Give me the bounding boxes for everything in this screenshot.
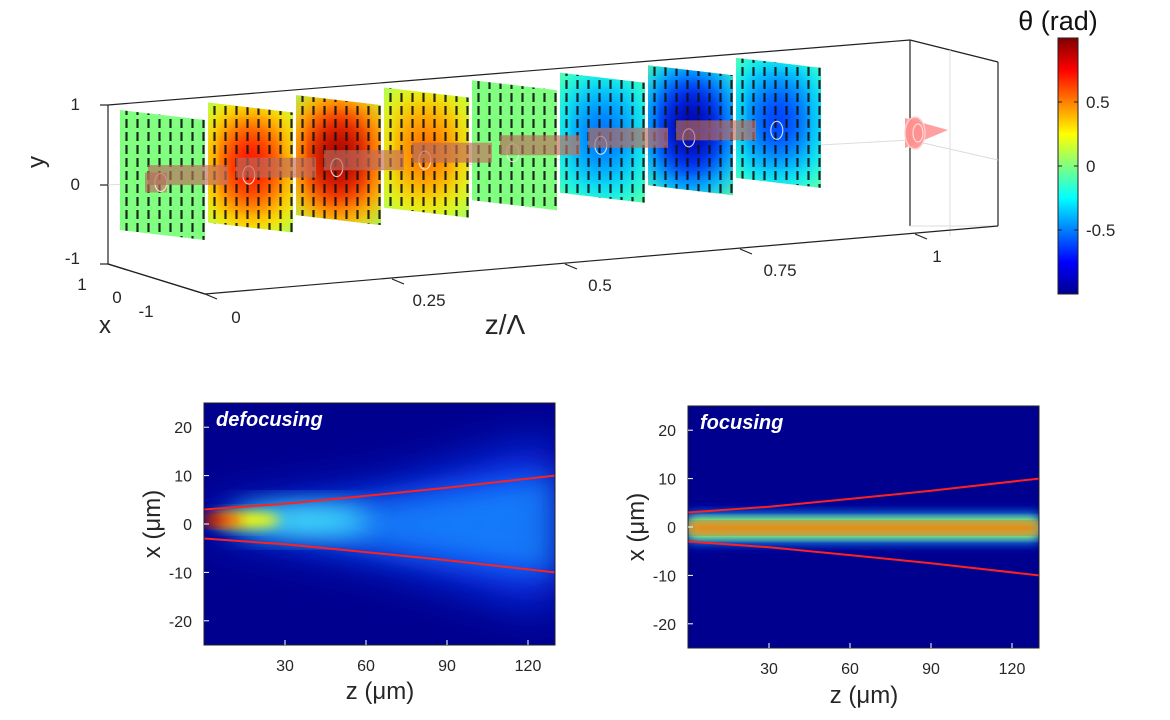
- z-tick-4: [914, 233, 928, 240]
- z-tick-label-0: 0: [231, 308, 240, 327]
- defocusing-xtick-label-2: 90: [438, 658, 456, 675]
- y-axis-label: y: [23, 156, 50, 168]
- focusing-xlabel: z (μm): [830, 682, 898, 709]
- colorbar-tick-label-2: -0.5: [1086, 221, 1115, 240]
- beam-segment-3: [324, 150, 404, 171]
- theta-slice-6: [588, 65, 733, 196]
- focusing-xtick-label-1: 60: [841, 661, 859, 678]
- y-tick-label-0: 0: [71, 175, 80, 194]
- focusing-ytick-label-4: -20: [653, 617, 676, 634]
- bottom-frame: [204, 225, 999, 295]
- defocusing-upper-envelope: [204, 474, 555, 511]
- colorbar-ticks: 0.5 0 -0.5: [1058, 93, 1115, 240]
- focusing-upper-envelope: [688, 477, 1039, 514]
- x-tick-label-0: 0: [112, 288, 121, 307]
- colorbar: θ (rad) 0.5 0 -0.5: [1018, 6, 1115, 295]
- theta-slice-3: [324, 87, 469, 218]
- theta-slices: [120, 57, 821, 240]
- defocusing-xtick-label-0: 30: [276, 658, 294, 675]
- z-tick-label-1: 0.25: [412, 291, 445, 310]
- defocusing-heatmap: defocusing: [204, 403, 555, 645]
- focusing-heatmap: focusing: [688, 406, 1039, 648]
- defocusing-ytick-label-4: -20: [169, 614, 192, 631]
- top-3d-panel: 0 0.25 0.5 0.75 1 z/Λ 1 0 -1 y 1 0 -1 x: [23, 39, 999, 340]
- focusing-xtick-label-2: 90: [922, 661, 940, 678]
- beam-segment-4: [412, 142, 492, 163]
- x-tick-label-1: 1: [77, 275, 86, 294]
- theta-slice-2: [236, 95, 381, 226]
- defocusing-title: defocusing: [216, 409, 323, 431]
- z-tick-label-4: 1: [932, 247, 941, 266]
- defocusing-ytick-label-2: 0: [183, 517, 192, 534]
- theta-slice-5: [500, 72, 645, 203]
- beam-segment-2: [236, 157, 316, 178]
- x-tick-label-m1: -1: [138, 302, 153, 321]
- theta-slice-0: [120, 110, 205, 240]
- defocusing-lower-envelope: [204, 537, 555, 574]
- x-axis: 1 0 -1 x: [77, 263, 206, 339]
- y-axis: 1 0 -1 y: [23, 95, 108, 268]
- defocusing-panel: defocusing 30 60 90 120 20 10 0 -10 -20 z (μm) x…: [139, 402, 556, 705]
- x-axis-label: x: [99, 312, 111, 339]
- z-tick-3: [739, 248, 753, 255]
- z-tick-1: [391, 278, 405, 285]
- defocusing-axes: 30 60 90 120 20 10 0 -10 -20: [169, 402, 556, 675]
- defocusing-ytick-label-0: 20: [174, 420, 192, 437]
- beam-segment-6: [588, 127, 668, 148]
- focusing-ytick-label-3: -10: [653, 568, 676, 585]
- defocusing-xtick-label-1: 60: [357, 658, 375, 675]
- focusing-axes: 30 60 90 120 20 10 0 -10 -20: [653, 405, 1040, 678]
- defocusing-xtick-label-3: 120: [515, 658, 542, 675]
- focusing-xtick-label-3: 120: [999, 661, 1026, 678]
- y-tick-label-1: 1: [71, 95, 80, 114]
- z-tick-2: [564, 263, 578, 270]
- beam-segment-1: [148, 165, 228, 186]
- defocusing-xlabel: z (μm): [346, 678, 414, 705]
- colorbar-tick-label-1: 0: [1086, 157, 1095, 176]
- colorbar-title: θ (rad): [1018, 6, 1098, 36]
- z-tick-marks: [204, 233, 928, 300]
- y-tick-label-m1: -1: [65, 249, 80, 268]
- focusing-lower-envelope: [688, 540, 1039, 577]
- theta-slice-7: [676, 57, 821, 188]
- focusing-ytick-label-2: 0: [667, 520, 676, 537]
- z-tick-label-2: 0.5: [588, 276, 612, 295]
- defocusing-ylabel: x (μm): [139, 490, 166, 558]
- theta-slice-1: [148, 102, 293, 233]
- beam-segment-7: [676, 120, 756, 141]
- focusing-ytick-label-0: 20: [658, 423, 676, 440]
- focusing-panel: focusing 30 60 90 120 20 10 0 -10 -20 z (μm) x (…: [623, 405, 1040, 709]
- colorbar-tick-label-0: 0.5: [1086, 93, 1110, 112]
- focusing-xtick-label-0: 30: [760, 661, 778, 678]
- z-axis: 0 0.25 0.5 0.75 1 z/Λ: [204, 233, 942, 340]
- defocusing-ytick-label-1: 10: [174, 469, 192, 486]
- z-tick-0: [204, 293, 218, 300]
- focusing-title: focusing: [700, 412, 783, 434]
- focusing-ytick-label-1: 10: [658, 472, 676, 489]
- beam-segment-5: [500, 135, 580, 156]
- output-beam-cone: [904, 116, 948, 150]
- focusing-ylabel: x (μm): [623, 493, 650, 561]
- z-axis-label: z/Λ: [485, 309, 526, 340]
- z-tick-label-3: 0.75: [763, 261, 796, 280]
- defocusing-ytick-label-3: -10: [169, 565, 192, 582]
